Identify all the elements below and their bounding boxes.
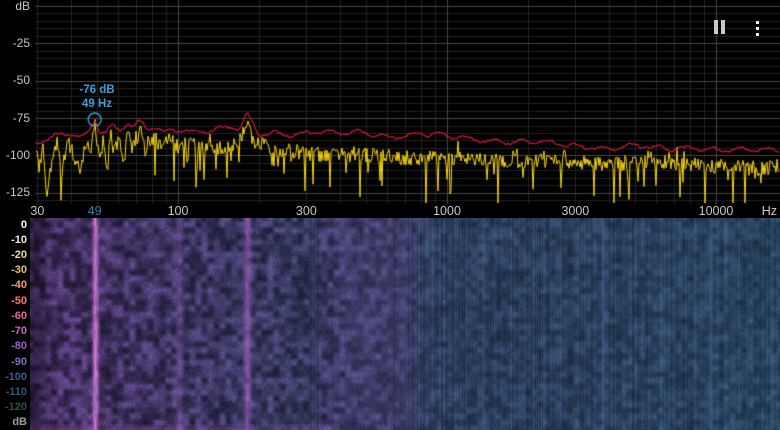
pause-icon <box>714 20 718 34</box>
x-axis-tick-49[interactable]: 49 <box>87 204 102 218</box>
cursor-db-value: -76 dB <box>79 84 115 96</box>
spectrogram-legend-0: 0 <box>20 218 27 231</box>
x-axis-tick-3000: 3000 <box>561 204 590 218</box>
spectrogram-legend--70: -70 <box>11 325 27 338</box>
more-vert-icon <box>755 20 759 24</box>
x-axis-tick-100: 100 <box>167 204 189 218</box>
x-axis-tick-30: 30 <box>30 204 45 218</box>
spectrogram-legend--40: -40 <box>11 279 27 292</box>
spectrogram-legend: 0 -10 -20 -30 -40 -50 -60 -70 -80 -90 -100 -110 -120… <box>0 218 30 430</box>
spectrogram-legend-dB: dB <box>12 416 27 429</box>
spectrogram-legend--100: -100 <box>4 370 27 383</box>
spectrogram-legend--10: -10 <box>11 233 27 246</box>
spectrogram-legend--80: -80 <box>11 340 27 353</box>
spectrum-plot-canvas[interactable] <box>0 0 780 204</box>
cursor-freq-value: 49 Hz <box>81 98 113 110</box>
pause-icon <box>721 20 725 34</box>
x-axis-tick-Hz: Hz <box>761 204 777 218</box>
spectrogram-legend--90: -90 <box>11 355 27 368</box>
spectrogram-canvas[interactable] <box>30 218 780 430</box>
spectrogram-legend--60: -60 <box>11 309 27 322</box>
pause-button[interactable] <box>714 20 727 35</box>
spectrogram-legend--50: -50 <box>11 294 27 307</box>
x-axis-tick-300: 300 <box>295 204 317 218</box>
x-axis-tick-1000: 1000 <box>433 204 461 218</box>
spectrogram-legend--110: -110 <box>5 386 27 399</box>
more-vert-icon <box>755 26 759 30</box>
more-vert-icon <box>755 32 759 36</box>
spectrogram-legend--120: -120 <box>4 401 27 414</box>
cursor-readout: -76 dB 49 Hz <box>55 83 139 111</box>
x-axis-tick-10000: 10000 <box>698 204 734 218</box>
spectrogram-legend--30: -30 <box>11 264 27 277</box>
spectrogram-legend--20: -20 <box>11 248 27 261</box>
overflow-menu-button[interactable] <box>751 18 763 38</box>
